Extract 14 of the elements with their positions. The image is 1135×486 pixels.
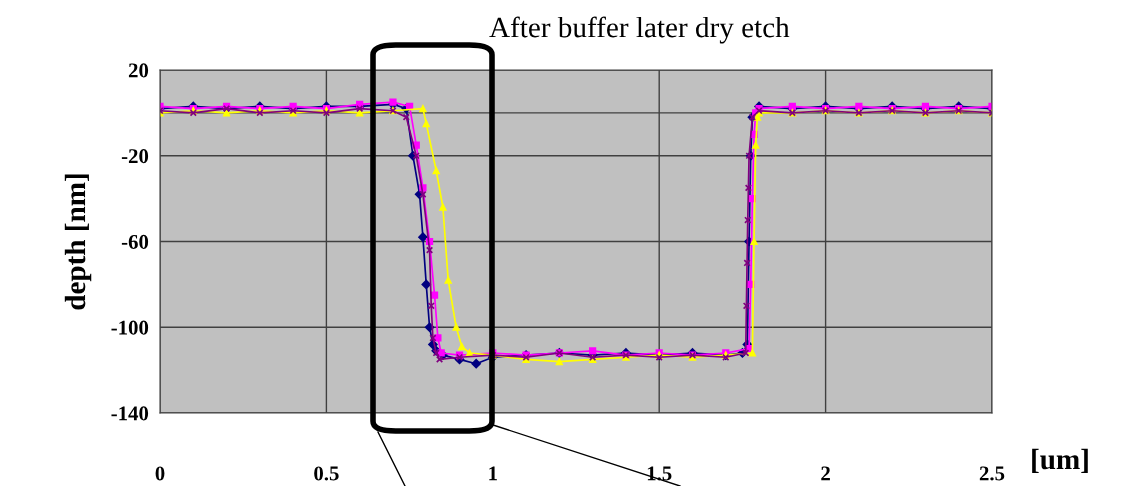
x-tick-label: 2 (821, 466, 830, 481)
chart-title: After buffer later dry etch (489, 16, 790, 44)
y-tick-label: -60 (121, 234, 149, 249)
x-tick-label: 0.5 (314, 466, 339, 481)
x-tick-label: 0 (155, 466, 165, 481)
y-tick-label: -100 (111, 320, 149, 335)
x-axis-title: [um] (1032, 448, 1088, 473)
y-axis-title: depth [nm] (64, 174, 92, 310)
y-tick-label: -140 (111, 406, 149, 421)
x-tick-label: 1 (489, 466, 497, 481)
x-tick-label: 1.5 (647, 466, 672, 481)
y-tick-label: -20 (121, 149, 149, 164)
y-tick-label: 20 (128, 63, 149, 78)
x-tick-label: 2.5 (979, 466, 1005, 481)
